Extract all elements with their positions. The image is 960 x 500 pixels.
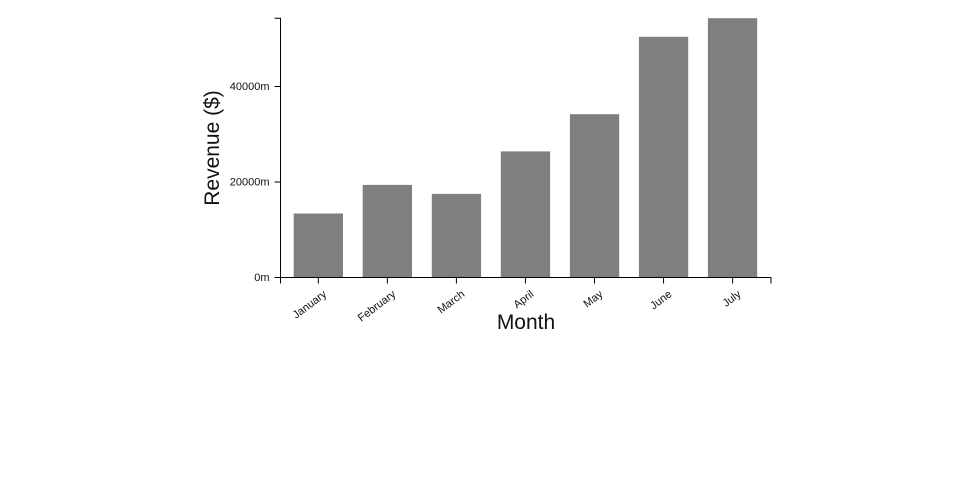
bar-may [569, 114, 620, 278]
x-tick-label: June [648, 288, 674, 312]
x-tick-label: February [356, 288, 399, 324]
bar-april [500, 151, 551, 278]
bar-february [362, 184, 412, 278]
y-tick-label: 40000m [230, 81, 270, 93]
bar-january [293, 213, 343, 278]
y-axis-line [274, 17, 281, 278]
x-axis-title: Month [496, 311, 556, 334]
bar-march [431, 193, 482, 278]
bar-june [638, 36, 689, 278]
y-tick-label: 20000m [230, 177, 270, 189]
y-tick-label: 0m [254, 272, 269, 284]
x-tick-label: April [512, 288, 537, 311]
x-tick-label: July [721, 288, 744, 310]
x-tick-label: January [291, 288, 330, 321]
x-tick-label: May [581, 288, 605, 310]
bar-july [707, 18, 758, 278]
